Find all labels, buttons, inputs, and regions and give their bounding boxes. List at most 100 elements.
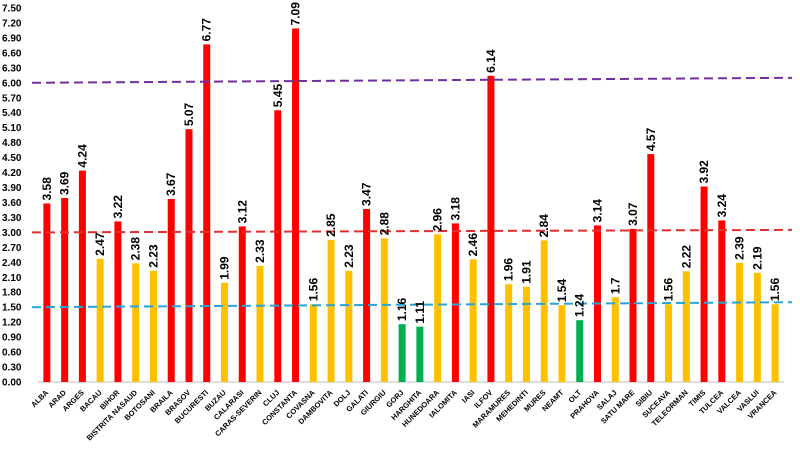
data-label: 1.56 <box>768 278 782 302</box>
bar-covasna <box>309 304 317 382</box>
bar-hunedoara <box>434 234 442 382</box>
y-tick-label: 6.60 <box>2 48 22 59</box>
bar-arad <box>61 197 69 382</box>
data-label: 2.23 <box>146 244 160 268</box>
data-label: 2.39 <box>733 236 747 260</box>
y-tick-label: 4.80 <box>2 138 22 149</box>
y-tick-label: 2.10 <box>2 273 22 284</box>
data-label: 4.24 <box>75 144 89 168</box>
y-axis: 0.00 0.30 0.60 0.90 1.20 1.50 1.80 2.10 2.40 2.70… <box>2 4 784 389</box>
y-tick-label: 0.30 <box>2 363 22 374</box>
y-tick-label: 6.00 <box>2 78 22 89</box>
bar-galati <box>363 208 371 382</box>
y-tick-label: 4.50 <box>2 153 22 164</box>
y-tick-label: 3.60 <box>2 198 22 209</box>
y-tick-label: 3.00 <box>2 228 22 239</box>
bar-bucuresti <box>203 44 211 382</box>
bar-alba <box>43 203 51 382</box>
bar-constanta <box>292 28 300 382</box>
data-label: 1.56 <box>662 278 676 302</box>
y-tick-label: 7.50 <box>2 4 22 15</box>
data-label: 2.38 <box>129 237 143 261</box>
data-label: 7.09 <box>289 2 303 26</box>
data-label: 2.47 <box>93 232 107 256</box>
bars <box>43 28 779 382</box>
bar-suceava <box>665 304 673 382</box>
data-label: 1.24 <box>573 293 587 317</box>
data-label: 3.14 <box>591 199 605 223</box>
y-tick-label: 3.30 <box>2 213 22 224</box>
bar-mehedinti <box>522 286 530 382</box>
data-label: 1.91 <box>519 260 533 284</box>
data-label: 1.54 <box>555 279 569 303</box>
bar-braila <box>167 198 175 382</box>
data-label: 6.14 <box>484 49 498 73</box>
bar-salaj <box>611 297 619 382</box>
bar-timis <box>700 186 708 382</box>
bar-maramures <box>505 284 513 382</box>
data-label: 3.22 <box>111 195 125 219</box>
data-label: 1.11 <box>413 301 427 324</box>
bar-tulcea <box>718 220 726 382</box>
y-tick-label: 0.60 <box>2 348 22 359</box>
data-label: 2.96 <box>431 208 445 232</box>
reference-line-3 <box>31 301 793 309</box>
data-label: 1.56 <box>306 278 320 302</box>
bar-teleorman <box>682 271 690 382</box>
bar-calarasi <box>238 226 246 382</box>
bar-iasi <box>469 259 477 382</box>
y-tick-label: 5.10 <box>2 123 22 134</box>
data-label: 2.46 <box>466 233 480 257</box>
bar-ialomita <box>451 223 459 382</box>
bar-vaslui <box>753 272 761 382</box>
data-label: 3.67 <box>164 172 178 196</box>
data-label: 4.57 <box>644 127 658 151</box>
data-label: 3.92 <box>697 160 711 184</box>
y-tick-label: 1.50 <box>2 303 22 314</box>
data-label: 1.16 <box>395 297 409 321</box>
reference-lines <box>31 76 793 309</box>
bar-satu-mare <box>629 228 637 382</box>
bar-olt <box>576 320 584 382</box>
y-tick-label: 0.90 <box>2 333 22 344</box>
bar-gorj <box>398 324 406 382</box>
y-tick-label: 5.70 <box>2 93 22 104</box>
y-tick-label: 4.20 <box>2 168 22 179</box>
data-label: 2.33 <box>253 239 267 263</box>
category-label: ALBA <box>29 388 51 410</box>
data-label: 2.85 <box>324 213 338 237</box>
bar-mures <box>540 240 548 382</box>
bar-cluj <box>274 110 282 382</box>
y-tick-label: 2.40 <box>2 258 22 269</box>
bar-dambovita <box>327 239 335 382</box>
bar-giurgiu <box>380 238 388 382</box>
data-label: 2.22 <box>679 245 693 269</box>
y-tick-label: 1.20 <box>2 318 22 329</box>
data-label: 2.23 <box>342 244 356 268</box>
y-tick-label: 3.90 <box>2 183 22 194</box>
data-label: 3.12 <box>235 200 249 224</box>
y-tick-label: 2.70 <box>2 243 22 254</box>
bar-bistrita-nasaud <box>132 263 140 382</box>
data-label: 1.7 <box>608 277 622 294</box>
bar-buzau <box>221 282 228 382</box>
y-tick-label: 6.90 <box>2 33 22 44</box>
bar-arges <box>78 170 86 382</box>
bar-botosani <box>149 270 157 382</box>
data-label: 5.45 <box>271 84 285 108</box>
data-labels: 3.58 3.694.242.473.222.38 2.233.675.076.77… <box>40 2 782 324</box>
y-tick-label: 1.80 <box>2 288 22 299</box>
bar-dolj <box>345 270 353 382</box>
bar-bihor <box>114 221 122 382</box>
bar-harghita <box>416 326 424 382</box>
y-tick-label: 7.20 <box>2 18 22 29</box>
data-label: 2.84 <box>537 214 551 238</box>
data-label: 2.88 <box>377 212 391 236</box>
reference-line-1 <box>31 76 793 84</box>
data-label: 3.07 <box>626 202 640 226</box>
data-label: 1.99 <box>218 256 232 280</box>
bar-brasov <box>185 129 193 382</box>
bar-vrancea <box>771 304 779 382</box>
